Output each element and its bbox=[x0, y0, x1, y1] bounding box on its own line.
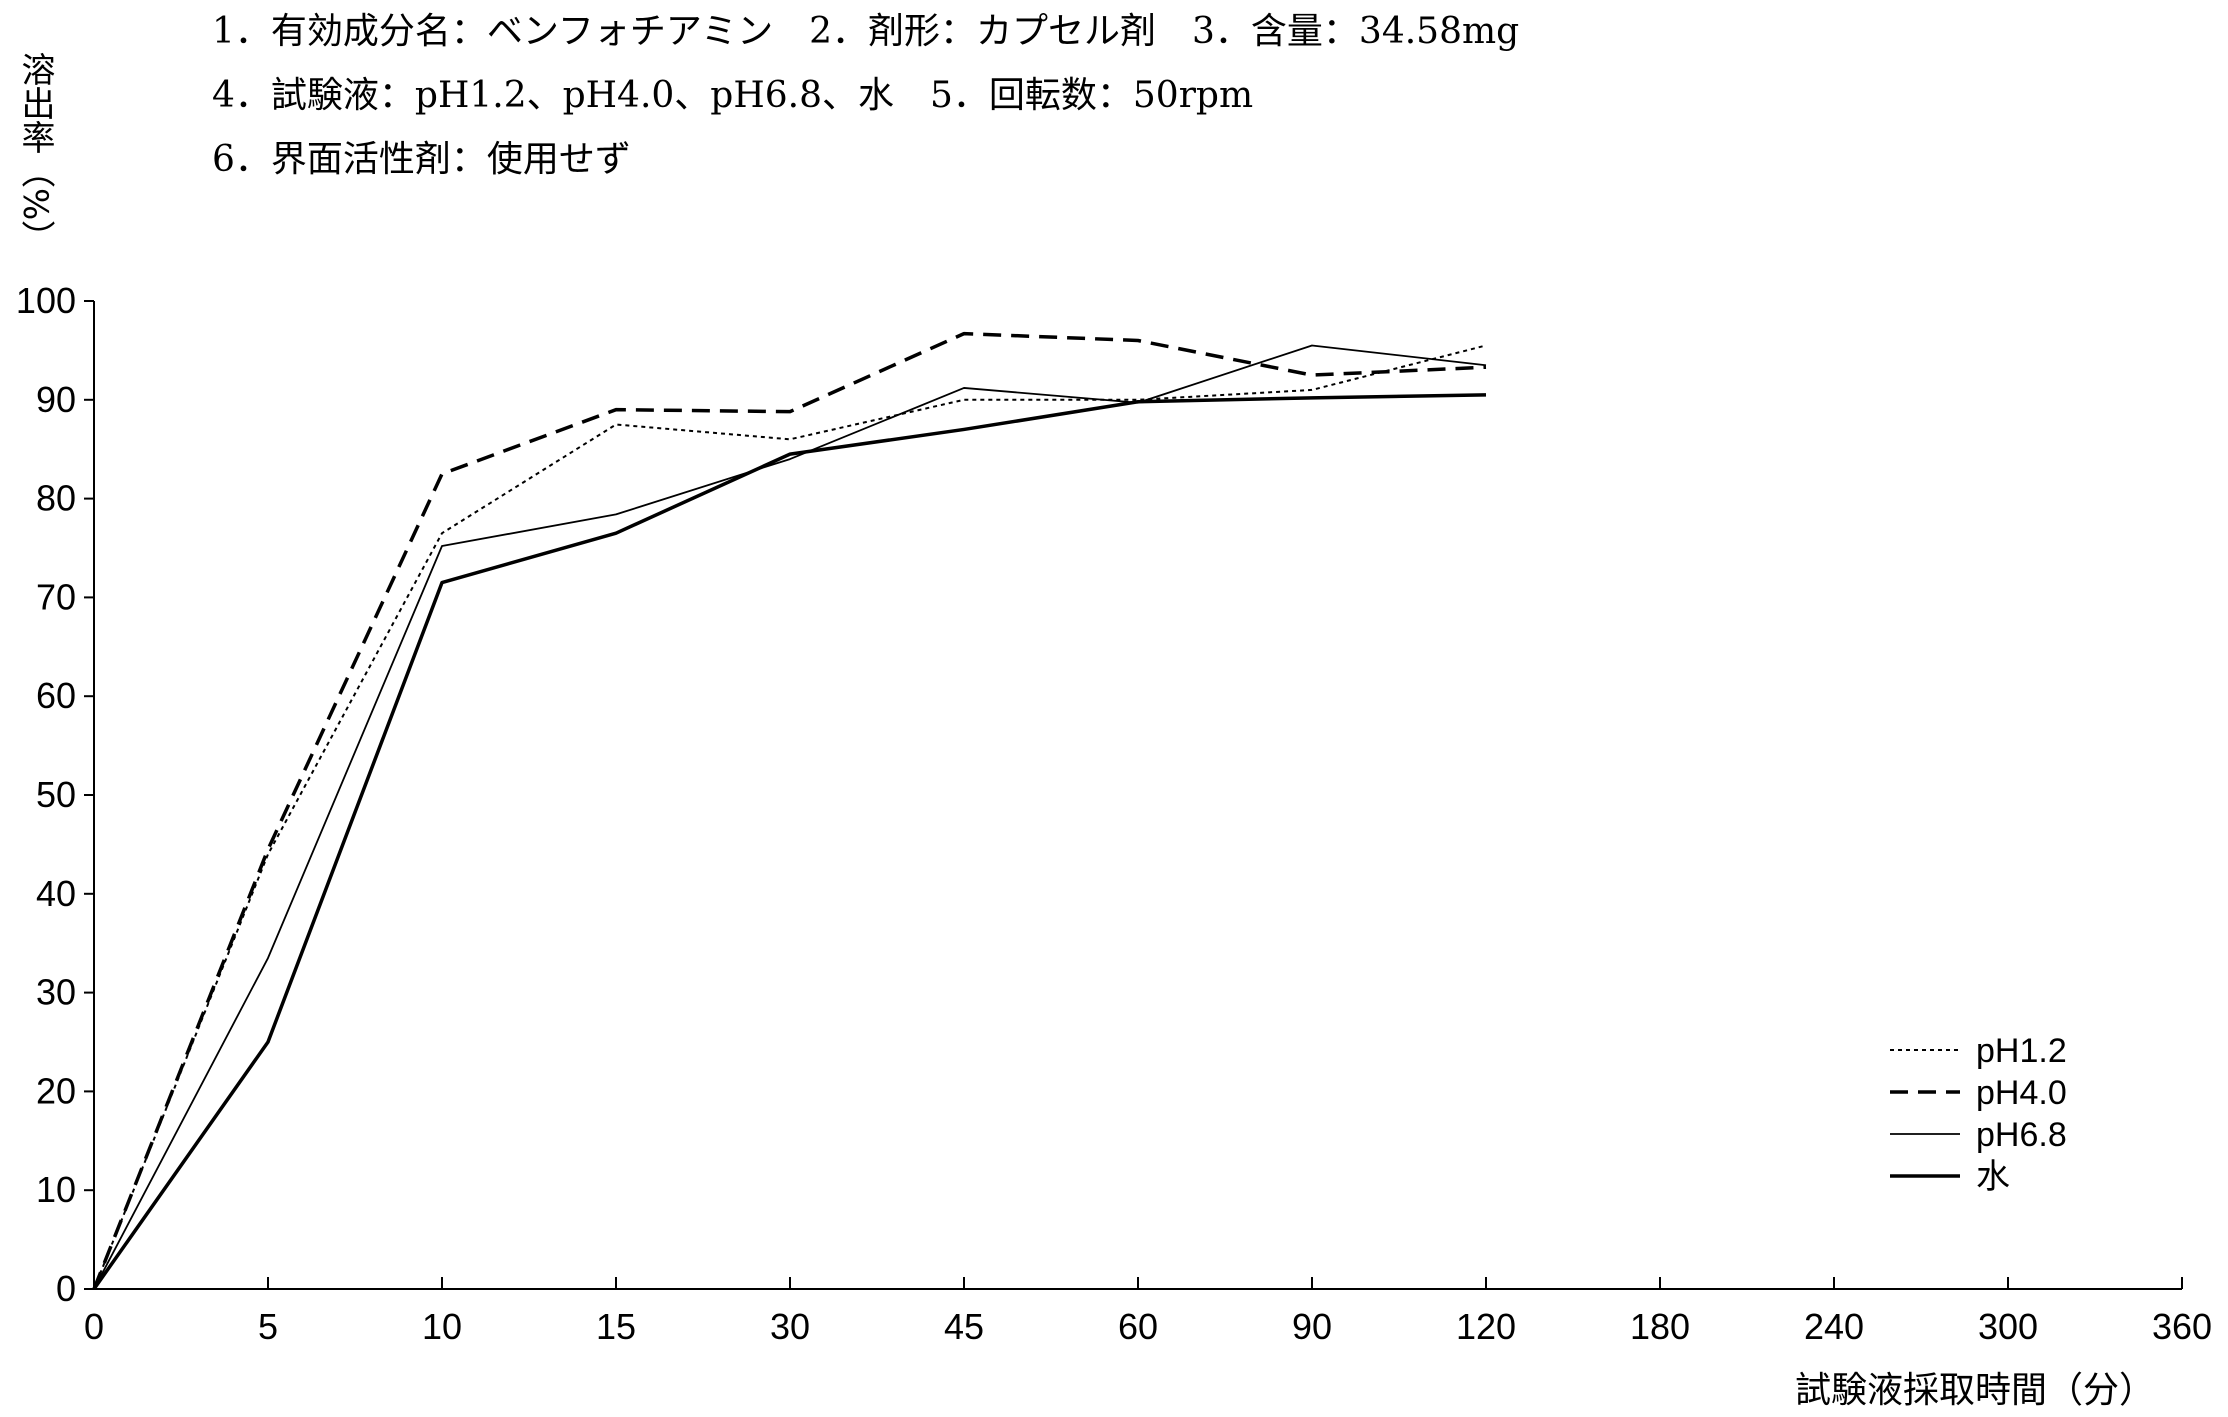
y-tick-label: 60 bbox=[36, 675, 76, 716]
x-tick-label: 5 bbox=[258, 1306, 278, 1347]
y-tick-label: 90 bbox=[36, 379, 76, 420]
y-tick-label: 20 bbox=[36, 1070, 76, 1111]
x-tick-label: 30 bbox=[770, 1306, 810, 1347]
y-tick-label: 70 bbox=[36, 576, 76, 617]
condition-line-1: 1．有効成分名：ベンフォチアミン 2．剤形：カプセル剤 3．含量：34.58mg bbox=[212, 11, 1520, 52]
series-line-pH4.0 bbox=[92, 331, 1487, 1290]
x-tick-label: 180 bbox=[1630, 1306, 1690, 1347]
legend-label: pH1.2 bbox=[1976, 1032, 2067, 1070]
legend-label: 水 bbox=[1976, 1158, 2010, 1196]
y-tick-label: 80 bbox=[36, 478, 76, 519]
series-line-pH6.8 bbox=[93, 344, 1487, 1290]
x-tick-label: 10 bbox=[422, 1306, 462, 1347]
x-tick-label: 120 bbox=[1456, 1306, 1516, 1347]
x-tick-label: 360 bbox=[2152, 1306, 2212, 1347]
legend-label: pH6.8 bbox=[1976, 1116, 2067, 1154]
y-tick-label: 50 bbox=[36, 774, 76, 815]
x-tick-label: 15 bbox=[596, 1306, 636, 1347]
x-tick-label: 240 bbox=[1804, 1306, 1864, 1347]
condition-line-3: 6．界面活性剤：使用せず bbox=[212, 139, 631, 180]
x-tick-label: 0 bbox=[84, 1306, 104, 1347]
y-tick-label: 40 bbox=[36, 873, 76, 914]
x-tick-label: 60 bbox=[1118, 1306, 1158, 1347]
y-tick-label: 10 bbox=[36, 1169, 76, 1210]
x-tick-label: 45 bbox=[944, 1306, 984, 1347]
x-tick-label: 300 bbox=[1978, 1306, 2038, 1347]
condition-line-2: 4．試験液：pH1.2、pH4.0、pH6.8、水 5．回転数：50rpm bbox=[212, 75, 1254, 116]
y-tick-label: 100 bbox=[16, 280, 76, 321]
x-tick-label: 90 bbox=[1292, 1306, 1332, 1347]
series-line-pH1.2 bbox=[93, 344, 1487, 1290]
y-axis-label: 溶出率（%） bbox=[15, 52, 55, 255]
y-tick-label: 0 bbox=[56, 1268, 76, 1309]
legend-label: pH4.0 bbox=[1976, 1074, 2067, 1112]
x-axis-label: 試験液採取時間（分） bbox=[1795, 1370, 2155, 1411]
y-tick-label: 30 bbox=[36, 972, 76, 1013]
series-line-水 bbox=[92, 393, 1487, 1291]
